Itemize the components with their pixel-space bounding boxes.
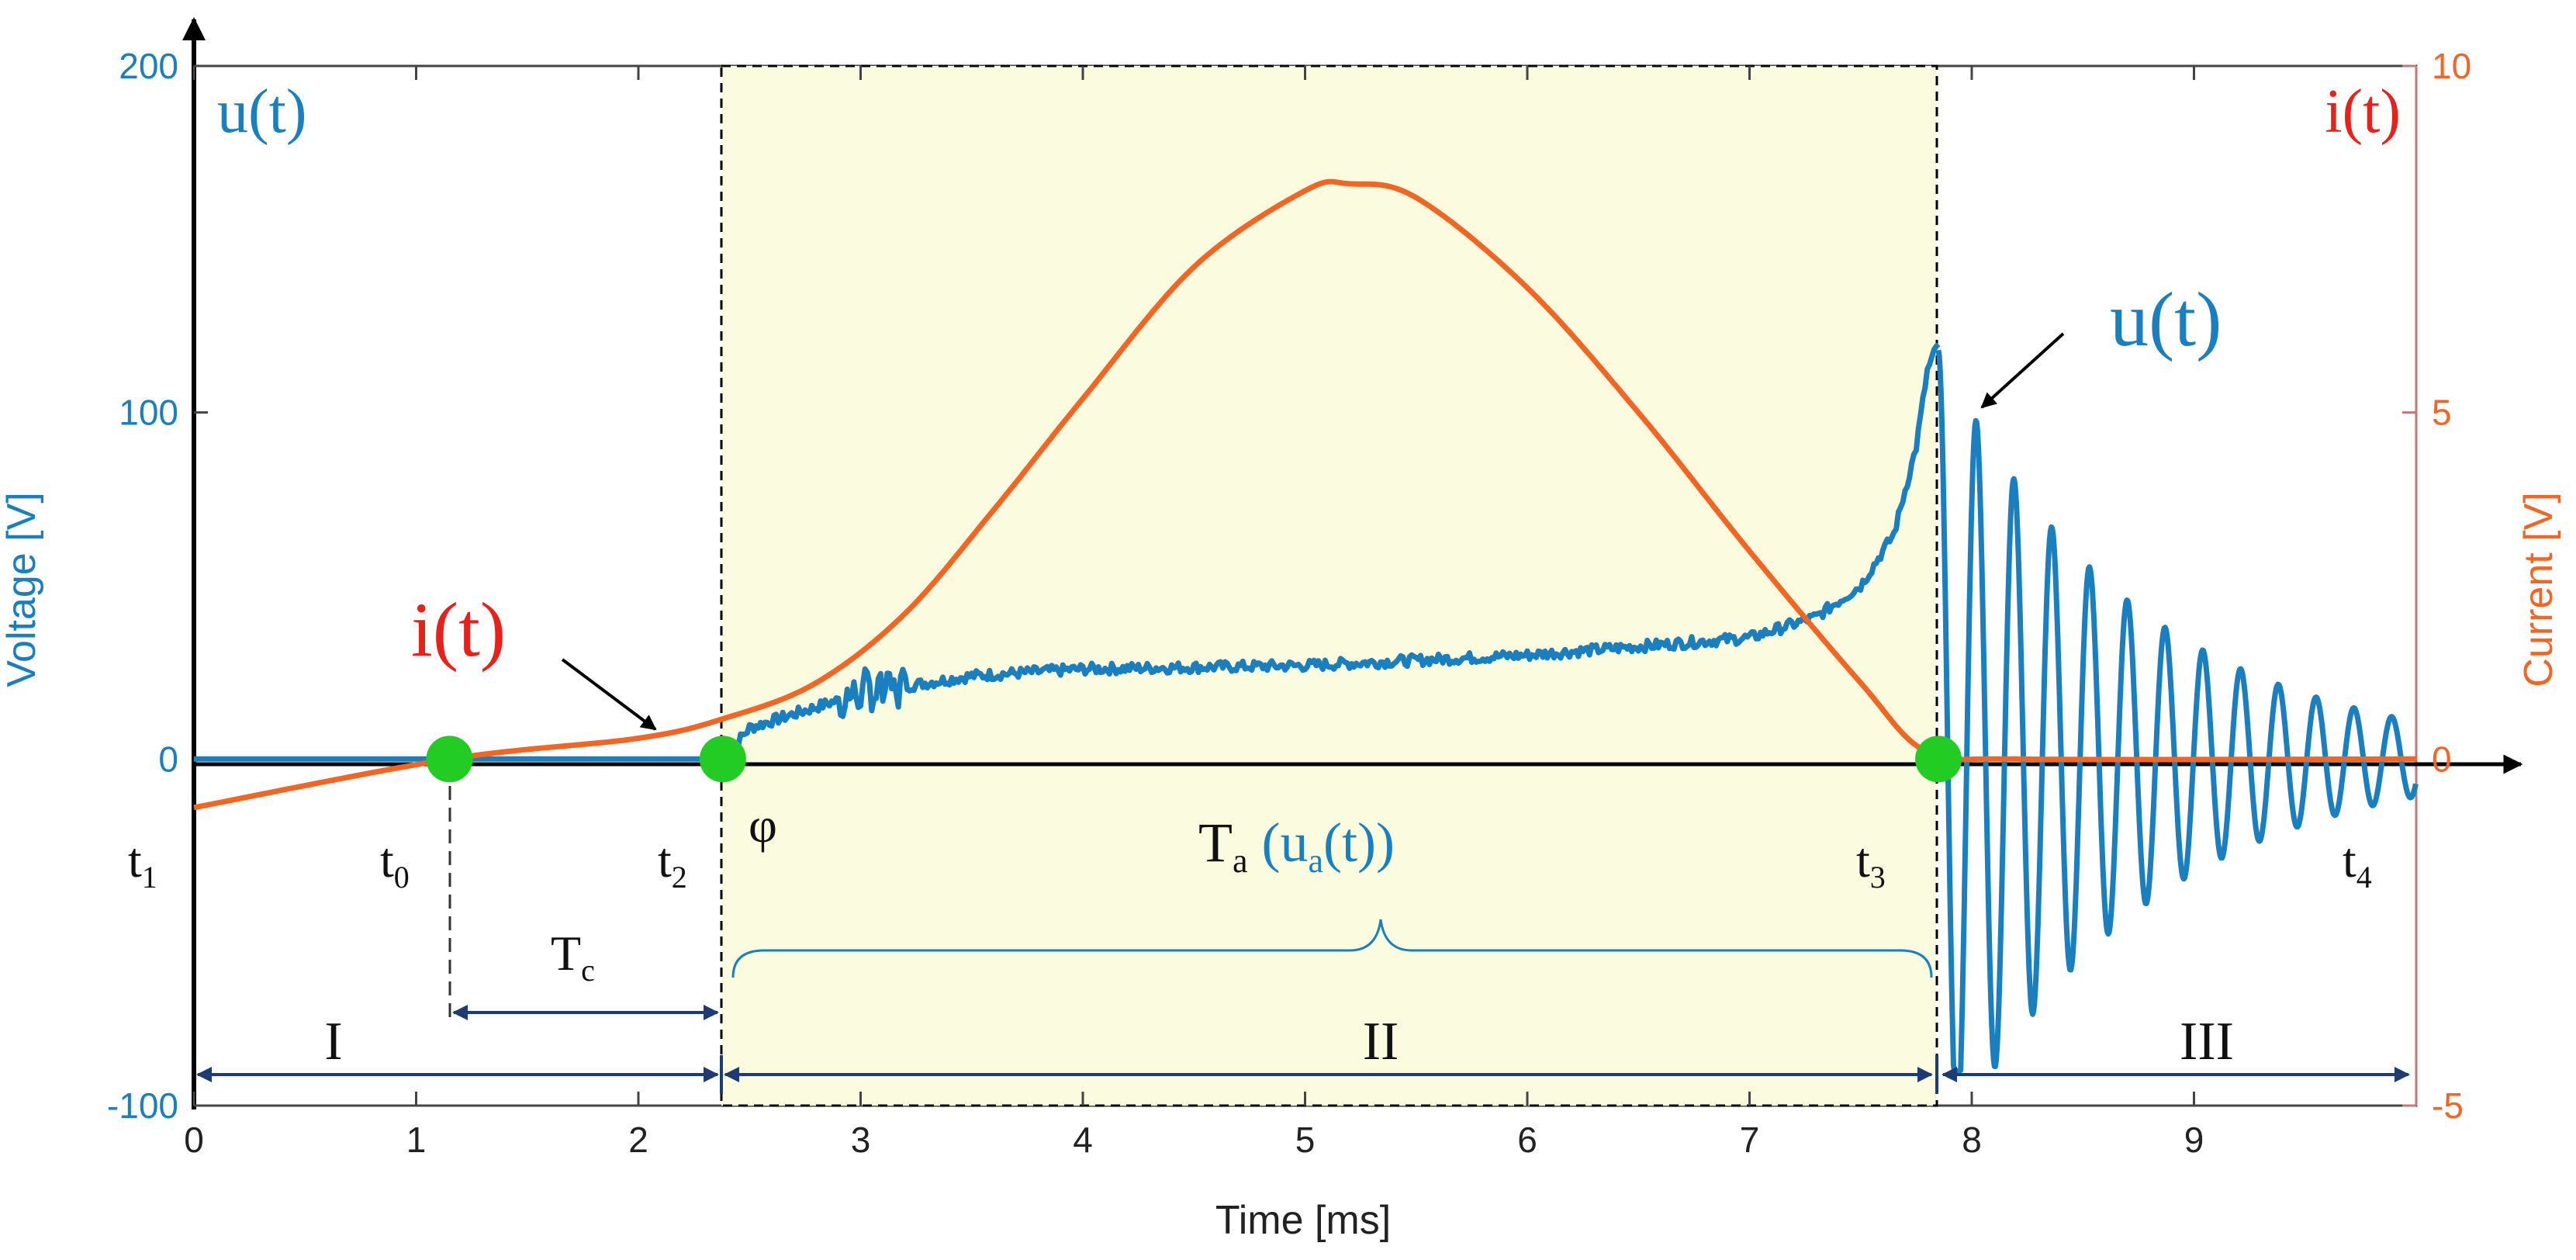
t2-letter: t [658, 832, 672, 888]
t0-label: t0 [380, 832, 410, 895]
ta-sub: a [1233, 842, 1248, 880]
ta-paren: (u [1262, 812, 1309, 874]
t0-sub: 0 [394, 860, 410, 895]
zero-crossing-marker [426, 736, 473, 783]
x-tick-label: 4 [1073, 1120, 1093, 1160]
ta-paren-rest: (t)) [1323, 812, 1395, 874]
ta-brace [731, 919, 1933, 978]
ta-letter: T [1198, 812, 1233, 874]
tc-sub: c [581, 953, 595, 988]
y-left-tick-label: -100 [107, 1085, 178, 1126]
series-u-ringing [1935, 349, 2419, 1074]
region-iii-label: III [2180, 1012, 2234, 1071]
zero-crossing-marker [699, 736, 746, 783]
x-tick-label: 1 [406, 1120, 427, 1160]
tc-letter: T [551, 926, 581, 981]
x-tick-label: 9 [2184, 1120, 2204, 1160]
u-arrow-label: u(t) [2110, 276, 2222, 362]
region-i-label: I [324, 1012, 342, 1071]
ta-paren-sub: a [1309, 842, 1324, 880]
zero-crossing-marker [1915, 736, 1962, 783]
i-arrow-label: i(t) [411, 587, 506, 673]
t0-letter: t [380, 832, 394, 888]
y-left-tick-labels: -100 0 100 200 [107, 46, 178, 1126]
y-right-tick-labels: -5 0 5 10 [2432, 46, 2471, 1126]
t1-letter: t [128, 832, 142, 888]
y-left-axis-label: Voltage [V] [0, 492, 44, 687]
t1-sub: 1 [142, 860, 157, 895]
y-right-tick-label: 0 [2432, 739, 2452, 779]
t2-label: t2 [658, 832, 687, 895]
ticks [192, 64, 2416, 1107]
y-right-tick-label: -5 [2432, 1085, 2464, 1126]
marker-points [426, 736, 1962, 783]
i-label-right: i(t) [2325, 78, 2401, 146]
y-right-tick-label: 5 [2432, 393, 2452, 433]
t4-sub: 4 [2356, 860, 2372, 895]
t3-letter: t [1856, 832, 1870, 888]
region-ii-label: II [1363, 1012, 1399, 1071]
x-tick-label: 5 [1295, 1120, 1316, 1160]
y-left-tick-label: 100 [119, 393, 178, 433]
ta-label: Ta (ua(t)) [1198, 812, 1395, 880]
y-left-tick-label: 200 [119, 46, 178, 86]
x-tick-label: 6 [1517, 1120, 1537, 1160]
t4-label: t4 [2343, 832, 2372, 895]
y-left-tick-label: 0 [158, 739, 178, 779]
t1-label: t1 [128, 832, 157, 895]
t4-letter: t [2343, 832, 2356, 888]
y-right-axis-label: Current [V] [2516, 492, 2561, 687]
series-u-line [193, 342, 1941, 762]
t3-sub: 3 [1870, 860, 1886, 895]
x-tick-label: 8 [1962, 1120, 1982, 1160]
tc-label: Tc [551, 926, 595, 988]
u-callout-arrow [1980, 332, 2065, 409]
x-tick-label: 0 [184, 1120, 204, 1160]
x-tick-label: 7 [1740, 1120, 1760, 1160]
x-tick-label: 3 [851, 1120, 871, 1160]
u-label-left: u(t) [217, 78, 307, 146]
phi-label: φ [749, 798, 777, 853]
x-tick-labels: 0 1 2 3 4 5 6 7 8 9 [184, 1120, 2204, 1160]
shaded-region-ii [720, 64, 1938, 1107]
series-i-line [193, 178, 2416, 811]
x-tick-label: 2 [628, 1120, 648, 1160]
y-right-tick-label: 10 [2432, 46, 2471, 86]
x-axis-label: Time [ms] [1215, 1198, 1391, 1243]
t2-sub: 2 [672, 860, 687, 895]
i-callout-arrow [561, 658, 657, 731]
t3-label: t3 [1856, 832, 1886, 895]
